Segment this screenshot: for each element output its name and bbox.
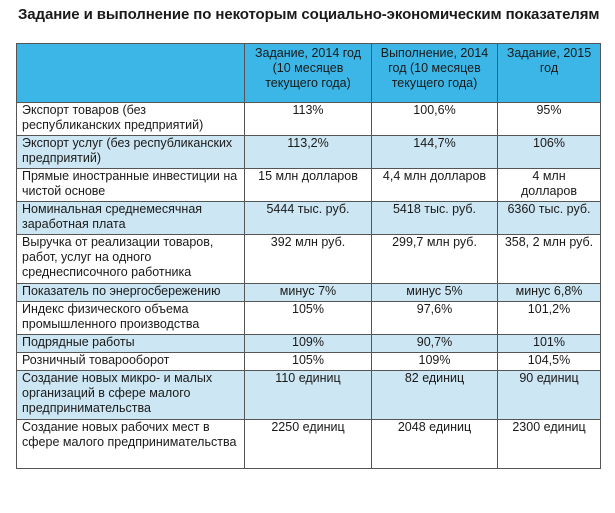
plan-2015-cell: 4 млн долларов [497,168,601,202]
plan-2014-cell: 113% [244,102,372,136]
fact-2014-cell: 97,6% [371,301,498,335]
plan-2014-cell: 2250 единиц [244,419,372,469]
row-label-cell: Выручка от реализации товаров, работ, ус… [16,234,245,284]
plan-2014-cell: 392 млн руб. [244,234,372,284]
plan-2015-cell: 2300 единиц [497,419,601,469]
row-label-cell: Розничный товарооборот [16,352,245,371]
table-row: Номинальная среднемесячная заработная пл… [16,201,601,235]
fact-2014-cell: 90,7% [371,334,498,353]
plan-2015-cell: 90 единиц [497,370,601,420]
plan-2014-cell: 15 млн долларов [244,168,372,202]
table-row: Розничный товарооборот 105% 109% 104,5% [16,352,601,371]
fact-2014-cell: 4,4 млн долларов [371,168,498,202]
fact-2014-cell: 100,6% [371,102,498,136]
fact-2014-cell: 82 единиц [371,370,498,420]
table-row: Индекс физического объема промышленного … [16,301,601,335]
plan-2015-cell: 95% [497,102,601,136]
fact-2014-cell: 144,7% [371,135,498,169]
table-row: Подрядные работы 109% 90,7% 101% [16,334,601,353]
plan-2014-cell: 113,2% [244,135,372,169]
row-label-cell: Создание новых рабочих мест в сфере мало… [16,419,245,469]
header-plan-2015: Задание, 2015 год [497,43,601,103]
row-label-cell: Показатель по энергосбережению [16,283,245,302]
fact-2014-cell: 5418 тыс. руб. [371,201,498,235]
table-row: Показатель по энергосбережению минус 7% ми… [16,283,601,302]
plan-2014-cell: 105% [244,352,372,371]
row-label-cell: Прямые иностранные инвестиции на чистой … [16,168,245,202]
plan-2015-cell: 106% [497,135,601,169]
fact-2014-cell: 299,7 млн руб. [371,234,498,284]
row-label-cell: Экспорт услуг (без республиканских предп… [16,135,245,169]
plan-2015-cell: 6360 тыс. руб. [497,201,601,235]
indicators-table: Задание, 2014 год (10 месяцев текущего г… [16,43,601,469]
plan-2015-cell: 358, 2 млн руб. [497,234,601,284]
table-row: Экспорт товаров (без республиканских пре… [16,102,601,136]
table-row: Выручка от реализации товаров, работ, ус… [16,234,601,284]
plan-2014-cell: минус 7% [244,283,372,302]
table-header-row: Задание, 2014 год (10 месяцев текущего г… [16,43,601,103]
row-label-cell: Экспорт товаров (без республиканских пре… [16,102,245,136]
header-fact-2014: Выполнение, 2014 год (10 месяцев текущег… [371,43,498,103]
plan-2014-cell: 5444 тыс. руб. [244,201,372,235]
row-label-cell: Создание новых микро- и малых организаци… [16,370,245,420]
header-plan-2014: Задание, 2014 год (10 месяцев текущего г… [244,43,372,103]
plan-2015-cell: 104,5% [497,352,601,371]
page-title: Задание и выполнение по некоторым социал… [18,6,600,23]
table-row: Создание новых микро- и малых организаци… [16,370,601,420]
plan-2015-cell: 101,2% [497,301,601,335]
row-label-cell: Индекс физического объема промышленного … [16,301,245,335]
fact-2014-cell: 2048 единиц [371,419,498,469]
row-label-cell: Номинальная среднемесячная заработная пл… [16,201,245,235]
table-row: Экспорт услуг (без республиканских предп… [16,135,601,169]
plan-2014-cell: 109% [244,334,372,353]
header-corner-cell [16,43,245,103]
fact-2014-cell: минус 5% [371,283,498,302]
plan-2014-cell: 105% [244,301,372,335]
row-label-cell: Подрядные работы [16,334,245,353]
plan-2014-cell: 110 единиц [244,370,372,420]
plan-2015-cell: 101% [497,334,601,353]
table-row: Прямые иностранные инвестиции на чистой … [16,168,601,202]
table-row: Создание новых рабочих мест в сфере мало… [16,419,601,469]
fact-2014-cell: 109% [371,352,498,371]
plan-2015-cell: минус 6,8% [497,283,601,302]
